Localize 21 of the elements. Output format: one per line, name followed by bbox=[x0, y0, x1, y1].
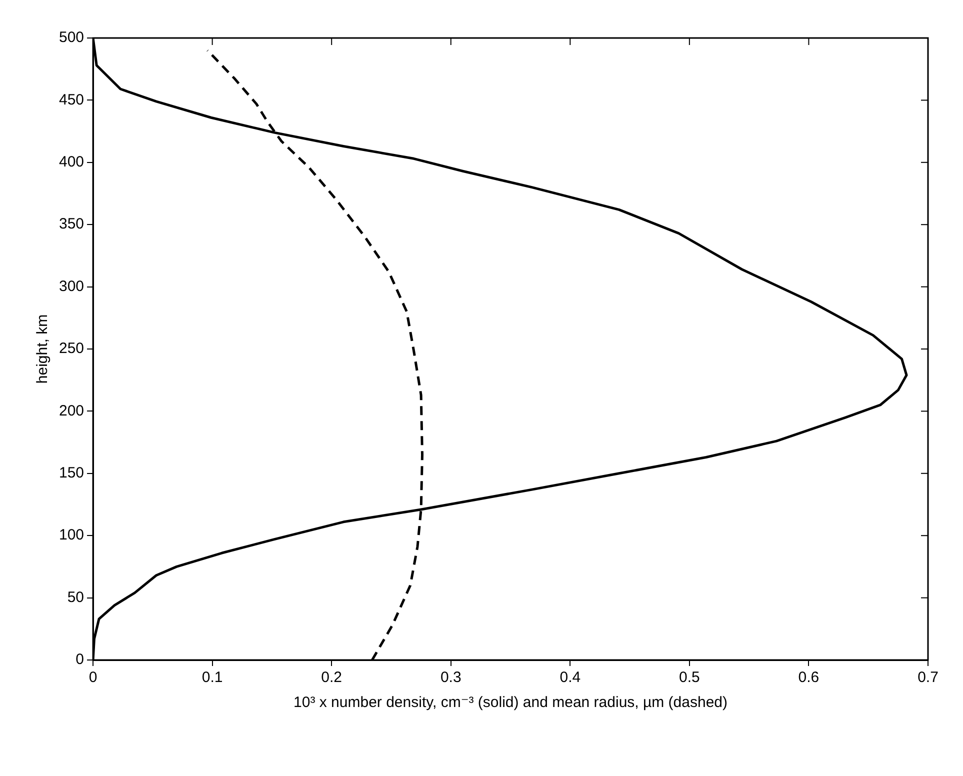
y-tick-label: 150 bbox=[58, 464, 84, 482]
x-tick-label: 0 bbox=[88, 669, 98, 686]
y-tick-label: 300 bbox=[58, 278, 84, 295]
y-tick-label: 100 bbox=[58, 526, 84, 544]
y-tick-label: 450 bbox=[58, 91, 84, 108]
x-tick-label: 0.3 bbox=[440, 669, 462, 686]
x-tick-label: 0.6 bbox=[798, 669, 820, 686]
y-tick-label: 350 bbox=[58, 216, 84, 233]
x-axis-title: 10³ x number density, cm⁻³ (solid) and mean radius, µm (dashed) bbox=[294, 694, 728, 712]
x-tick-label: 0.2 bbox=[321, 669, 342, 686]
x-tick-label: 0.5 bbox=[679, 669, 700, 686]
x-tick-label: 0.1 bbox=[202, 669, 223, 686]
y-tick-label: 200 bbox=[58, 402, 84, 420]
x-tick-label: 0.7 bbox=[918, 669, 938, 686]
y-tick-label: 50 bbox=[67, 588, 84, 606]
y-tick-label: 0 bbox=[76, 651, 84, 668]
y-tick-label: 500 bbox=[58, 29, 84, 46]
y-tick-label: 400 bbox=[58, 154, 84, 171]
x-tick-label: 0.4 bbox=[560, 669, 581, 686]
y-axis-title: height, km bbox=[34, 314, 52, 384]
y-tick-label: 250 bbox=[58, 340, 84, 358]
